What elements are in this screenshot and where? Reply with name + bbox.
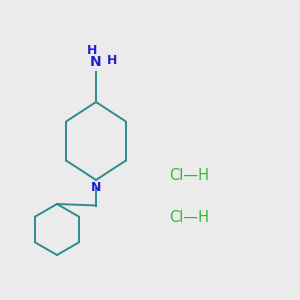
Text: Cl—H: Cl—H [169, 168, 209, 183]
Text: Cl—H: Cl—H [169, 210, 209, 225]
Text: N: N [91, 181, 101, 194]
Text: H: H [87, 44, 98, 57]
Text: N: N [90, 55, 102, 69]
Text: H: H [106, 54, 117, 67]
